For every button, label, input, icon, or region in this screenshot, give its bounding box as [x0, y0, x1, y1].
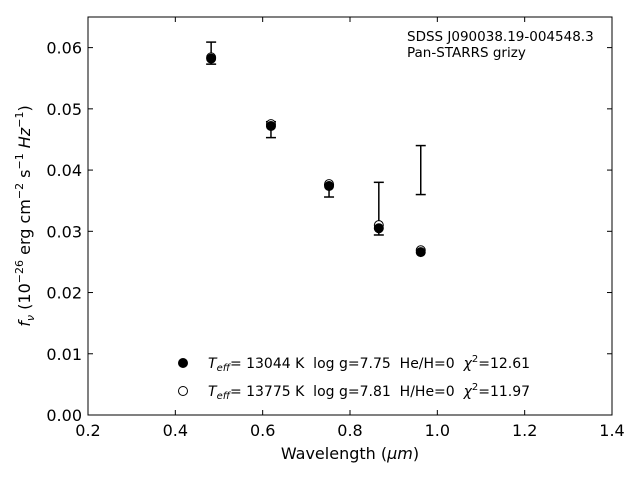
x-tick-label: 0.2	[75, 421, 100, 440]
y-tick-label: 0.05	[46, 100, 82, 119]
y-tick-label: 0.02	[46, 284, 82, 303]
y-tick-label: 0.03	[46, 222, 82, 241]
x-tick-label: 0.8	[337, 421, 362, 440]
y-tick-label: 0.00	[46, 406, 82, 425]
y-tick-label: 0.04	[46, 161, 82, 180]
model-point-filled	[265, 120, 276, 131]
error-bar	[415, 144, 426, 196]
x-tick-label: 0.6	[250, 421, 275, 440]
y-axis-title: fν (10−26 erg cm−2 s−1 Hz−1)	[13, 105, 37, 326]
x-axis-title: Wavelength (μm)	[281, 444, 419, 463]
annotation-line-2: Pan-STARRS grizy	[407, 45, 526, 61]
model-point-filled	[373, 223, 384, 234]
data-marks	[206, 41, 426, 258]
x-tick-label: 1.0	[425, 421, 450, 440]
y-tick-label: 0.01	[46, 345, 82, 364]
model-point-filled	[415, 247, 426, 258]
legend-marker-filled	[178, 358, 188, 368]
legend-entry-2: Teff= 13775 K log g=7.81 H/He=0 χ2=11.97	[208, 382, 530, 402]
annotation-line-1: SDSS J090038.19-004548.3	[407, 29, 594, 45]
x-tick-label: 1.4	[599, 421, 624, 440]
x-tick-label: 0.4	[163, 421, 188, 440]
legend-marker-open	[178, 386, 188, 396]
x-tick-label: 1.2	[512, 421, 537, 440]
y-tick-label: 0.06	[46, 39, 82, 58]
legend: Teff= 13044 K log g=7.75 He/H=0 χ2=12.61…	[178, 354, 530, 402]
legend-entry-1: Teff= 13044 K log g=7.75 He/H=0 χ2=12.61	[208, 354, 530, 374]
model-point-filled	[324, 180, 335, 191]
axis-ticks: 0.2 0.4 0.6 0.8 1.0 1.2 1.4 0.00 0.01 0.02 0.03 0.0…	[46, 17, 625, 440]
model-point-filled	[206, 53, 217, 64]
